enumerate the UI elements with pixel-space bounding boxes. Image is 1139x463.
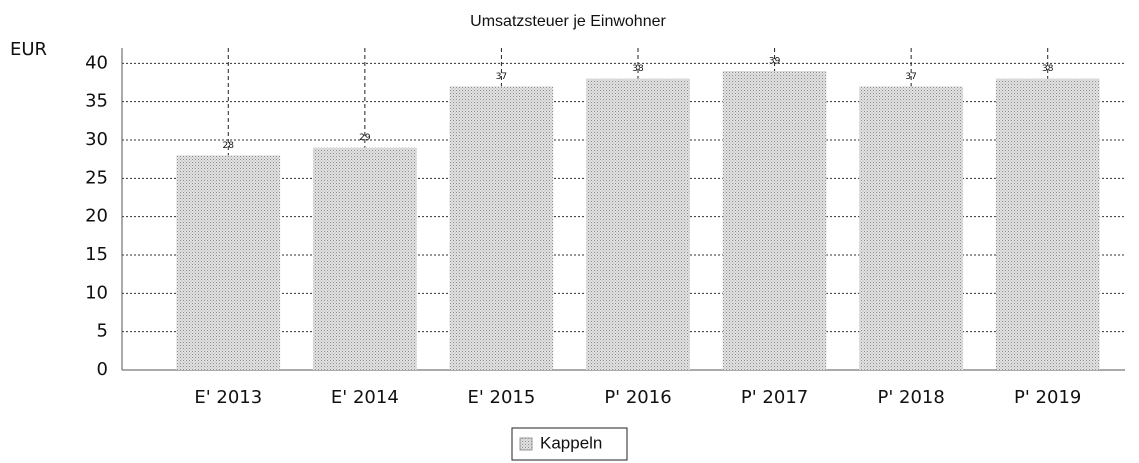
x-tick-label: E' 2014 — [331, 387, 399, 408]
y-tick-label: 10 — [85, 282, 108, 303]
bar — [995, 78, 1100, 371]
bar — [722, 71, 827, 370]
value-label: 37 — [905, 72, 916, 82]
x-tick-label: P' 2016 — [604, 387, 671, 408]
bar — [449, 86, 554, 370]
value-label: 37 — [496, 72, 507, 82]
value-label: 38 — [632, 64, 644, 74]
x-tick-label: P' 2017 — [741, 387, 808, 408]
y-tick-label: 20 — [85, 206, 108, 227]
y-tick-label: 40 — [85, 52, 108, 73]
chart-title: Umsatzsteuer je Einwohner — [470, 13, 666, 30]
y-tick-label: 35 — [85, 91, 108, 112]
value-label: 39 — [769, 57, 781, 67]
y-tick-label: 0 — [97, 359, 108, 380]
legend-box — [511, 427, 628, 461]
y-tick-label: 5 — [97, 321, 108, 342]
x-tick-label: P' 2018 — [877, 387, 944, 408]
y-tick-label: 15 — [85, 244, 108, 265]
bar — [312, 147, 417, 370]
bar — [586, 78, 690, 371]
legend-label: Kappeln — [540, 433, 602, 452]
y-axis-label: EUR — [10, 39, 47, 60]
value-label: 29 — [359, 133, 371, 143]
y-tick-label: 30 — [85, 129, 108, 150]
value-label: 38 — [1042, 64, 1054, 74]
y-tick-label: 25 — [85, 167, 108, 188]
legend: Kappeln — [511, 427, 628, 461]
bar — [859, 86, 964, 370]
value-label: 28 — [223, 141, 235, 151]
legend-swatch — [519, 437, 533, 451]
x-tick-label: E' 2013 — [194, 387, 262, 408]
bar — [176, 155, 281, 370]
x-tick-label: E' 2015 — [467, 387, 535, 408]
x-tick-label: P' 2019 — [1014, 387, 1081, 408]
